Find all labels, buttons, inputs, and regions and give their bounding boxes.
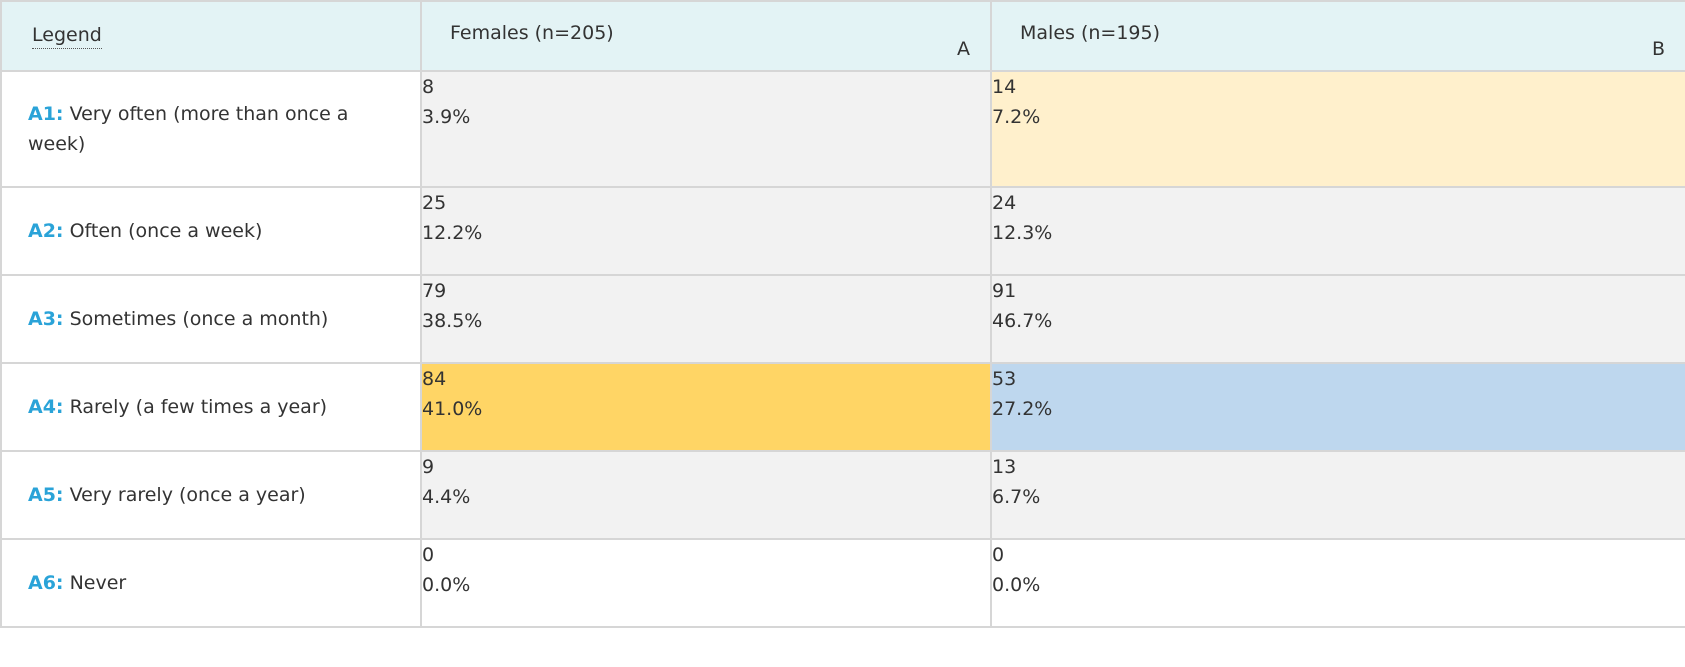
cell-count: 8: [422, 76, 435, 98]
cell-count: 53: [992, 368, 1017, 390]
data-cell-highlighted: 84 41.0%: [420, 362, 992, 452]
data-cell: 79 38.5%: [420, 274, 992, 364]
legend-link[interactable]: Legend: [32, 24, 102, 49]
answer-label: A1: Very often (more than once a week): [0, 70, 422, 188]
answer-code: A2:: [28, 220, 64, 242]
data-cell-highlighted: 53 27.2%: [990, 362, 1685, 452]
table-row: A6: Never 0 0.0% 0 0.0%: [0, 538, 1685, 628]
cell-percent: 6.7%: [992, 486, 1041, 508]
cell-count: 0: [992, 544, 1005, 566]
cell-count: 25: [422, 192, 447, 214]
data-cell: 9 4.4%: [420, 450, 992, 540]
column-header-males: Males (n=195) B: [990, 0, 1685, 72]
answer-text: Never: [69, 572, 127, 594]
cell-count: 24: [992, 192, 1017, 214]
cell-count: 9: [422, 456, 435, 478]
data-cell: 8 3.9%: [420, 70, 992, 188]
cell-percent: 12.3%: [992, 222, 1053, 244]
table-row: A2: Often (once a week) 25 12.2% 24 12.3…: [0, 186, 1685, 276]
answer-label: A5: Very rarely (once a year): [0, 450, 422, 540]
data-cell: 24 12.3%: [990, 186, 1685, 276]
cell-count: 91: [992, 280, 1017, 302]
cell-percent: 3.9%: [422, 106, 471, 128]
answer-text: Often (once a week): [69, 220, 263, 242]
crosstab-table: Legend Females (n=205) A Males (n=195) B…: [0, 0, 1685, 628]
header-row: Legend Females (n=205) A Males (n=195) B: [0, 0, 1685, 72]
data-cell-highlighted: 14 7.2%: [990, 70, 1685, 188]
answer-code: A5:: [28, 484, 64, 506]
answer-code: A3:: [28, 308, 64, 330]
cell-percent: 4.4%: [422, 486, 471, 508]
answer-text: Rarely (a few times a year): [69, 396, 328, 418]
cell-count: 0: [422, 544, 435, 566]
table-row: A3: Sometimes (once a month) 79 38.5% 91…: [0, 274, 1685, 364]
cell-percent: 12.2%: [422, 222, 483, 244]
answer-code: A1:: [28, 103, 64, 125]
cell-count: 79: [422, 280, 447, 302]
cell-percent: 38.5%: [422, 310, 483, 332]
data-cell: 91 46.7%: [990, 274, 1685, 364]
cell-percent: 27.2%: [992, 398, 1053, 420]
cell-percent: 0.0%: [992, 574, 1041, 596]
answer-label: A6: Never: [0, 538, 422, 628]
cell-count: 13: [992, 456, 1017, 478]
answer-code: A4:: [28, 396, 64, 418]
cell-percent: 0.0%: [422, 574, 471, 596]
answer-label: A4: Rarely (a few times a year): [0, 362, 422, 452]
cell-count: 84: [422, 368, 447, 390]
answer-label: A3: Sometimes (once a month): [0, 274, 422, 364]
data-cell: 13 6.7%: [990, 450, 1685, 540]
column-letter: B: [1651, 38, 1665, 60]
answer-label: A2: Often (once a week): [0, 186, 422, 276]
answer-text: Very often (more than once a week): [28, 103, 349, 155]
column-header-females: Females (n=205) A: [420, 0, 992, 72]
table-row: A5: Very rarely (once a year) 9 4.4% 13 …: [0, 450, 1685, 540]
column-title: Males (n=195): [1020, 22, 1160, 44]
cell-percent: 41.0%: [422, 398, 483, 420]
answer-text: Sometimes (once a month): [69, 308, 329, 330]
answer-code: A6:: [28, 572, 64, 594]
column-letter: A: [957, 38, 970, 60]
data-cell: 0 0.0%: [990, 538, 1685, 628]
cell-count: 14: [992, 76, 1017, 98]
data-cell: 0 0.0%: [420, 538, 992, 628]
data-cell: 25 12.2%: [420, 186, 992, 276]
cell-percent: 46.7%: [992, 310, 1053, 332]
table-row: A1: Very often (more than once a week) 8…: [0, 70, 1685, 188]
cell-percent: 7.2%: [992, 106, 1041, 128]
column-title: Females (n=205): [450, 22, 614, 44]
legend-header: Legend: [0, 0, 422, 72]
answer-text: Very rarely (once a year): [69, 484, 306, 506]
table-row: A4: Rarely (a few times a year) 84 41.0%…: [0, 362, 1685, 452]
